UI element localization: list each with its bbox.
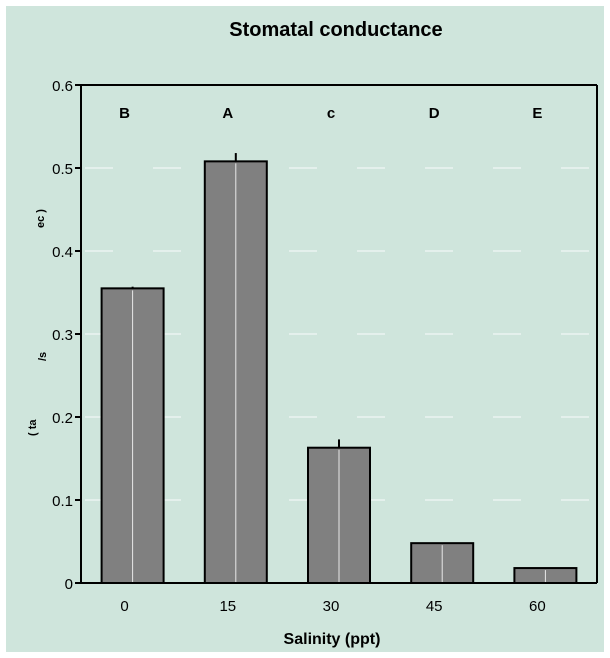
y-axis-label: ( ta /s ec ) — [27, 209, 49, 436]
y-tick-label-0.2: 0.2 — [52, 410, 73, 427]
stomatal-conductance-chart: Stomatal conductance ( ta /s ec ) B 0 A 15 c… — [27, 19, 598, 648]
y-tick-label-0.1: 0.1 — [52, 493, 73, 510]
x-tick-label-60: 60 — [529, 598, 546, 615]
y-axis-label-part-2: /s — [37, 352, 49, 361]
group-letter-60: E — [532, 105, 542, 122]
group-letter-30: c — [327, 105, 335, 122]
group-letter-15: A — [222, 105, 233, 122]
x-tick-label-30: 30 — [323, 598, 340, 615]
chart-title: Stomatal conductance — [229, 19, 442, 41]
plot-area: B 0 A 15 c 30 D 45 E 60 0 0.1 0.2 0.3 0.4 0.5 0.6 — [52, 78, 598, 615]
x-tick-label-0: 0 — [120, 598, 128, 615]
y-tick-label-0: 0 — [65, 576, 73, 593]
x-tick-label-45: 45 — [426, 598, 443, 615]
group-letter-0: B — [119, 105, 130, 122]
y-tick-label-0.6: 0.6 — [52, 78, 73, 95]
y-tick-label-0.5: 0.5 — [52, 161, 73, 178]
y-axis-label-part-3: ec ) — [35, 209, 47, 228]
chart-figure: Stomatal conductance ( ta /s ec ) B 0 A 15 c… — [6, 6, 604, 652]
y-axis-label-part-1: ( ta — [27, 419, 39, 436]
x-tick-label-15: 15 — [219, 598, 236, 615]
x-axis-label: Salinity (ppt) — [284, 631, 381, 648]
group-letter-45: D — [429, 105, 440, 122]
y-tick-label-0.4: 0.4 — [52, 244, 73, 261]
y-tick-label-0.3: 0.3 — [52, 327, 73, 344]
